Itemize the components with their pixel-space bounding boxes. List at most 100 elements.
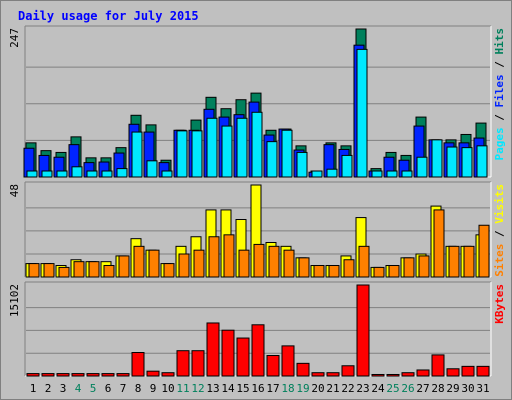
bar-sites-day-9 xyxy=(148,249,160,278)
bar-pages-day-6 xyxy=(101,170,113,178)
x-tick-label-day-13: 13 xyxy=(206,382,219,395)
bar-kbytes-day-6 xyxy=(101,373,115,377)
x-tick-label-day-10: 10 xyxy=(161,382,174,395)
bar-kbytes-day-14 xyxy=(221,329,235,377)
bar-pages-day-4 xyxy=(71,166,83,178)
x-tick-label-day-18: 18 xyxy=(281,382,294,395)
bar-pages-day-5 xyxy=(86,170,98,178)
x-tick-label-day-20: 20 xyxy=(311,382,324,395)
bar-pages-day-23 xyxy=(356,48,368,178)
x-tick-label-day-11: 11 xyxy=(176,382,189,395)
bar-pages-day-12 xyxy=(191,130,203,178)
bar-sites-day-30 xyxy=(463,245,475,278)
x-tick-label-day-2: 2 xyxy=(45,382,52,395)
bar-kbytes-day-1 xyxy=(26,373,40,377)
bar-pages-day-20 xyxy=(311,170,323,178)
bar-sites-day-16 xyxy=(253,243,265,278)
bar-kbytes-day-15 xyxy=(236,337,250,377)
legend-entry-pages: Pages xyxy=(493,127,506,160)
x-tick-label-day-26: 26 xyxy=(401,382,414,395)
x-tick-label-day-14: 14 xyxy=(221,382,235,395)
x-tick-label-day-16: 16 xyxy=(251,382,264,395)
legend-separator: / xyxy=(493,108,506,128)
bar-sites-day-21 xyxy=(328,265,340,278)
bar-kbytes-day-21 xyxy=(326,372,340,377)
bar-kbytes-day-17 xyxy=(266,355,280,377)
bar-kbytes-day-7 xyxy=(116,373,130,377)
bar-sites-day-26 xyxy=(403,257,415,278)
panel-2-legend: Sites / Visits xyxy=(493,184,506,277)
bar-sites-day-22 xyxy=(343,259,355,278)
legend-entry-visits: Visits xyxy=(493,184,506,224)
bar-sites-day-1 xyxy=(28,263,40,278)
x-tick-label-day-24: 24 xyxy=(371,382,385,395)
x-tick-label-day-4: 4 xyxy=(75,382,82,395)
bar-pages-day-17 xyxy=(266,141,278,178)
bar-kbytes-day-16 xyxy=(251,324,265,377)
bar-kbytes-day-4 xyxy=(71,373,85,377)
bar-pages-day-27 xyxy=(416,156,428,178)
x-tick-label-day-6: 6 xyxy=(105,382,112,395)
bar-pages-day-8 xyxy=(131,131,143,178)
bar-sites-day-12 xyxy=(193,249,205,278)
legend-separator: / xyxy=(493,55,506,75)
bar-kbytes-day-5 xyxy=(86,373,100,377)
x-tick-label-day-5: 5 xyxy=(90,382,97,395)
bar-kbytes-day-30 xyxy=(461,365,475,377)
x-tick-label-day-29: 29 xyxy=(446,382,459,395)
legend-entry-sites: Sites xyxy=(493,244,506,277)
bar-pages-day-2 xyxy=(41,170,53,178)
bar-pages-day-21 xyxy=(326,168,338,178)
bar-pages-day-3 xyxy=(56,170,68,178)
bar-kbytes-day-22 xyxy=(341,365,355,377)
bar-sites-day-31 xyxy=(478,224,490,278)
legend-entry-hits: Hits xyxy=(493,28,506,55)
bar-pages-day-31 xyxy=(476,145,488,178)
bar-sites-day-29 xyxy=(448,245,460,278)
bar-kbytes-day-3 xyxy=(56,373,70,377)
bar-pages-day-16 xyxy=(251,111,263,178)
bar-pages-day-10 xyxy=(161,170,173,178)
bar-sites-day-20 xyxy=(313,265,325,278)
x-tick-label-day-22: 22 xyxy=(341,382,354,395)
bar-sites-day-19 xyxy=(298,257,310,278)
bar-sites-day-23 xyxy=(358,245,370,278)
bar-sites-day-13 xyxy=(208,236,220,278)
x-tick-label-day-1: 1 xyxy=(30,382,37,395)
bar-sites-day-5 xyxy=(88,261,100,278)
bar-sites-day-17 xyxy=(268,245,280,278)
x-tick-label-day-17: 17 xyxy=(266,382,279,395)
x-tick-label-day-23: 23 xyxy=(356,382,369,395)
x-tick-label-day-15: 15 xyxy=(236,382,249,395)
bar-pages-day-30 xyxy=(461,147,473,178)
x-tick-label-day-19: 19 xyxy=(296,382,309,395)
bar-sites-day-24 xyxy=(373,266,385,278)
x-tick-label-day-27: 27 xyxy=(416,382,429,395)
legend-separator: / xyxy=(493,224,506,244)
bar-sites-day-25 xyxy=(388,265,400,278)
bar-kbytes-day-20 xyxy=(311,372,325,377)
bar-pages-day-29 xyxy=(446,146,458,178)
bar-kbytes-day-19 xyxy=(296,362,310,377)
bar-pages-day-26 xyxy=(401,170,413,178)
bar-pages-day-11 xyxy=(176,130,188,178)
bar-sites-day-15 xyxy=(238,249,250,278)
bar-kbytes-day-12 xyxy=(191,350,205,377)
bar-sites-day-27 xyxy=(418,255,430,278)
bar-kbytes-day-25 xyxy=(386,373,400,377)
x-tick-label-day-25: 25 xyxy=(386,382,399,395)
bar-kbytes-day-11 xyxy=(176,350,190,377)
bar-kbytes-day-9 xyxy=(146,370,160,377)
bar-sites-day-4 xyxy=(73,261,85,278)
panel-1-ymax-label: 247 xyxy=(8,28,21,48)
x-tick-label-day-12: 12 xyxy=(191,382,204,395)
bar-sites-day-14 xyxy=(223,234,235,278)
x-tick-label-day-28: 28 xyxy=(431,382,444,395)
bar-pages-day-24 xyxy=(371,170,383,178)
x-tick-label-day-9: 9 xyxy=(150,382,157,395)
bar-kbytes-day-27 xyxy=(416,369,430,377)
panel-1-legend: Pages / Files / Hits xyxy=(493,28,506,161)
panel-3-ymax-label: 15102 xyxy=(8,284,21,317)
bar-kbytes-day-28 xyxy=(431,354,445,377)
